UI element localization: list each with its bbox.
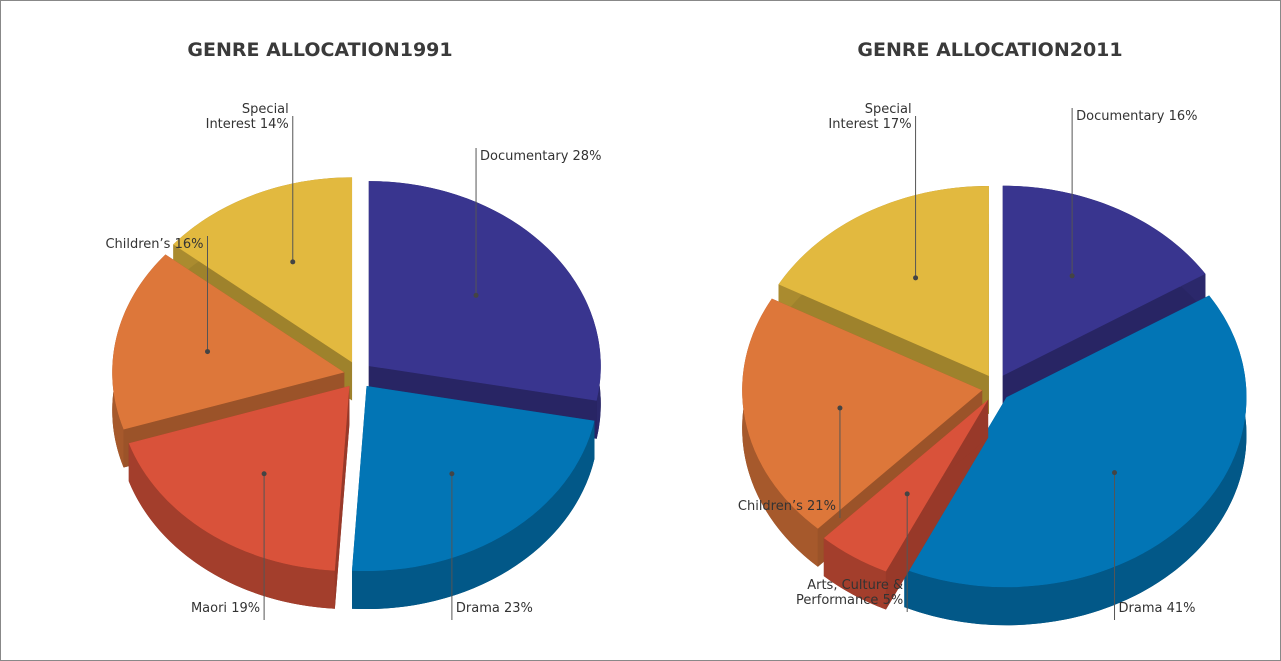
slice (352, 386, 595, 572)
slice (742, 298, 983, 529)
slice-label: Documentary 16% (1076, 109, 1276, 124)
category-name: Arts, Culture & Performance (796, 578, 904, 608)
slice-side (742, 298, 818, 567)
leader-dot (473, 292, 479, 298)
value-label: 16% (174, 237, 204, 252)
category-name: Special Interest (828, 102, 912, 132)
slice (778, 185, 989, 376)
slice (128, 386, 350, 571)
slice-label: Documentary 28% (480, 149, 680, 164)
value-label: 21% (807, 499, 836, 514)
value-label: 19% (231, 601, 261, 616)
value-label: 28% (572, 149, 602, 164)
value-label: 14% (259, 117, 289, 132)
leader-dot (913, 275, 919, 281)
category-name: Documentary (480, 149, 569, 164)
slice-label: Maori 19% (60, 601, 260, 616)
slice-label: Special Interest 17% (812, 102, 912, 132)
category-name: Children’s (105, 237, 171, 252)
value-label: 23% (503, 601, 533, 616)
slice-label: Arts, Culture & Performance 5% (763, 578, 903, 608)
leader-dot (449, 471, 455, 477)
value-label: 41% (1166, 601, 1196, 616)
category-name: Maori (190, 601, 228, 616)
leader-dot (290, 259, 296, 265)
slice-label: Drama 23% (456, 601, 656, 616)
leader-dot (837, 405, 843, 411)
slice (368, 181, 601, 401)
slice-label: Special Interest 14% (189, 102, 289, 132)
slice-side (823, 538, 886, 610)
value-label: 5% (882, 593, 904, 608)
slice (823, 399, 989, 572)
leader-dot (1069, 273, 1075, 279)
slice (904, 295, 1247, 588)
leader-dot (261, 471, 267, 477)
value-label: 17% (882, 117, 912, 132)
leader-dot (1112, 470, 1118, 476)
category-name: Special Interest (205, 102, 289, 132)
slice-side (352, 420, 595, 610)
slice-side (128, 443, 335, 609)
leader-dot (205, 349, 211, 355)
slice-label: Children’s 16% (4, 237, 204, 252)
chart-title: GENRE ALLOCATION2011 (857, 39, 1122, 61)
slice-label: Drama 41% (1119, 601, 1281, 616)
slice (173, 177, 353, 363)
slice-side (904, 295, 1247, 626)
slice (112, 254, 345, 430)
slice-label: Children’s 21% (636, 499, 836, 514)
category-name: Children’s (737, 499, 803, 514)
category-name: Documentary (1076, 109, 1165, 124)
chart-title: GENRE ALLOCATION1991 (187, 39, 452, 61)
slice (1002, 185, 1206, 376)
category-name: Drama (455, 601, 500, 616)
value-label: 16% (1168, 109, 1198, 124)
leader-dot (904, 491, 910, 497)
slice-side (334, 386, 350, 609)
category-name: Drama (1118, 601, 1163, 616)
